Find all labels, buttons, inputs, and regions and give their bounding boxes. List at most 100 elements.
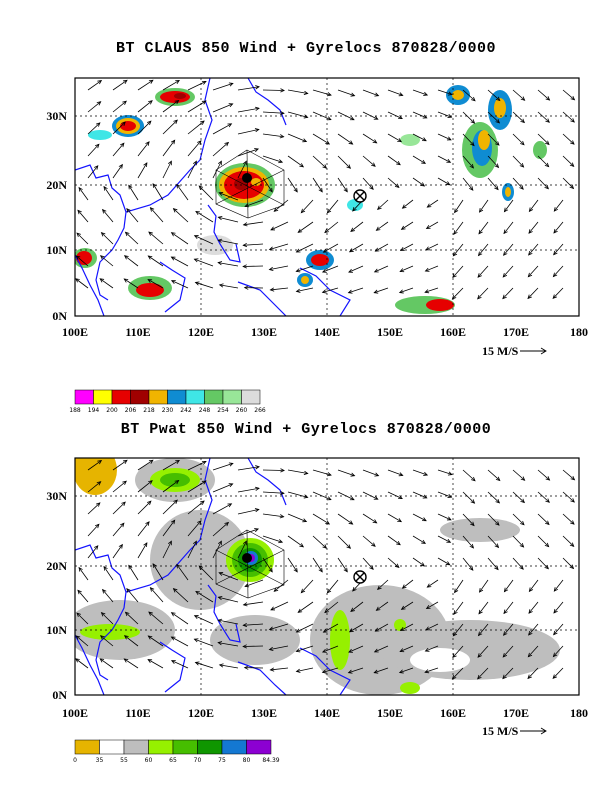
wind-vector (187, 120, 205, 135)
wind-vector (337, 177, 348, 192)
wind-vector (287, 155, 304, 168)
wind-vector (296, 243, 314, 253)
panel1-map: 0N 10N 20N 30N 100E 110E 120E 130E 140E … (46, 77, 588, 414)
panel1-wind-vectors (75, 79, 576, 300)
wind-vector-head (217, 641, 223, 646)
wind-vector (387, 469, 403, 476)
wind-vector-head (527, 674, 532, 680)
wind-vector (412, 535, 426, 544)
wind-vector-head (254, 528, 259, 533)
wind-vector-head (99, 635, 105, 640)
colorbar-swatch (172, 739, 198, 755)
wind-vector (212, 483, 233, 493)
wind-vector (562, 133, 575, 145)
wind-vector-head (269, 287, 275, 292)
wind-vector (76, 255, 89, 267)
wind-vector (262, 111, 284, 114)
wind-vector-head (545, 476, 551, 481)
wind-vector (401, 221, 414, 230)
wind-vector-head (147, 659, 153, 664)
colorbar-label: 242 (180, 407, 192, 414)
wind-vector-head (398, 669, 404, 674)
wind-vector (237, 107, 260, 113)
wind-vector-head (242, 160, 247, 166)
wind-vector (269, 265, 289, 271)
wind-vector-head (398, 115, 403, 120)
wind-vector (219, 192, 239, 201)
wind-vector-head (520, 498, 525, 504)
wind-vector (322, 645, 339, 653)
wind-vector (148, 231, 164, 245)
wind-vector-head (297, 228, 303, 233)
wind-vector-head (280, 490, 285, 496)
wind-vector (128, 185, 139, 201)
colorbar-label: 80 (243, 757, 251, 764)
svg-text:20N: 20N (46, 178, 67, 192)
wind-vector (337, 535, 351, 549)
wind-vector-head (326, 92, 332, 97)
wind-vector-head (469, 566, 474, 571)
wind-vector (262, 535, 283, 543)
wind-vector-head (217, 215, 223, 221)
wind-vector-head (422, 114, 428, 119)
wind-vector-head (400, 605, 406, 610)
wind-vector-head (322, 164, 328, 169)
wind-vector (312, 177, 323, 193)
wind-vector (312, 133, 330, 145)
wind-vector (377, 199, 389, 210)
wind-vector (337, 155, 351, 169)
wind-vector (237, 148, 259, 157)
wind-vector (412, 89, 428, 96)
wind-vector-head (470, 521, 475, 527)
wind-vector (262, 133, 284, 138)
wind-vector-head (520, 520, 525, 526)
wind-vector-head (174, 99, 180, 105)
wind-vector (112, 501, 126, 515)
wind-vector-head (103, 565, 108, 571)
wind-vector (477, 287, 489, 300)
wind-vector-head (350, 607, 355, 612)
wind-vector-head (399, 627, 405, 631)
wind-vector (243, 601, 264, 606)
wind-vector-head (520, 476, 526, 481)
wind-vector-head (193, 638, 199, 643)
wind-vector-head (373, 268, 379, 273)
wind-vector-head (96, 481, 102, 486)
wind-vector-head (227, 123, 233, 128)
wind-vector (243, 265, 264, 267)
wind-vector-head (303, 470, 309, 475)
wind-vector-head (527, 272, 533, 278)
wind-vector (512, 155, 524, 168)
wind-vector (195, 662, 214, 669)
wind-vector (287, 89, 308, 94)
wind-vector-head (170, 232, 176, 237)
wind-vector-head (401, 584, 407, 589)
wind-vector-head (201, 460, 207, 465)
wind-vector-head (224, 141, 230, 147)
wind-vector (323, 623, 339, 633)
wind-vector-head (350, 92, 356, 97)
wind-vector (124, 635, 139, 647)
wind-vector-head (552, 674, 558, 679)
wind-vector-head (454, 208, 459, 214)
colorbar-swatch (130, 389, 150, 405)
wind-vector (171, 612, 189, 625)
wind-vector (243, 623, 264, 626)
wind-vector-head (302, 138, 308, 143)
wind-vector (512, 133, 525, 146)
wind-vector (553, 645, 564, 657)
wind-vector (171, 256, 189, 267)
wind-vector-head (519, 543, 525, 548)
wind-vector (162, 140, 176, 157)
wind-vector (453, 623, 464, 637)
colorbar-swatch (185, 389, 205, 405)
wind-vector (237, 161, 247, 179)
wind-vector (126, 208, 139, 223)
wind-vector (124, 278, 139, 289)
wind-vector (348, 667, 364, 674)
wind-vector-head (528, 207, 534, 213)
wind-vector-head (295, 628, 301, 633)
wind-vector-head (424, 289, 430, 294)
wind-vector-head (371, 162, 376, 167)
wind-vector-head (295, 648, 301, 653)
